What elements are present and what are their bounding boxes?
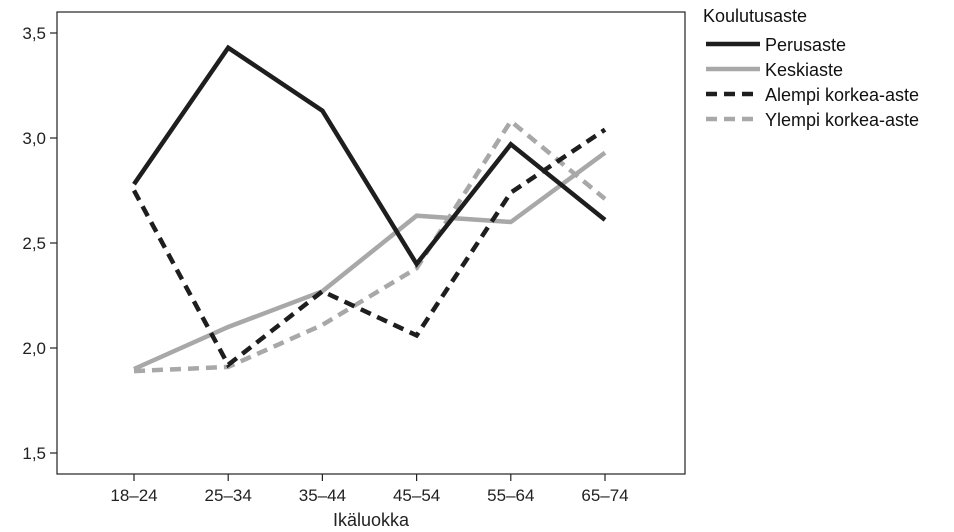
y-tick-label: 1,5 [22,444,46,463]
y-axis: 1,5 2,0 2,5 3,0 3,5 [22,24,57,463]
x-tick-label: 35–44 [299,486,346,505]
y-tick-label: 3,0 [22,129,46,148]
x-tick-label: 65–74 [581,486,628,505]
series-layer [132,44,607,374]
legend: Koulutusaste Perusaste Keskiaste Alempi ko… [703,6,919,130]
x-tick-label: 45–54 [393,486,440,505]
y-tick-label: 2,5 [22,234,46,253]
legend-entry-label: Alempi korkea-aste [765,85,919,105]
legend-title: Koulutusaste [703,6,807,26]
series-line-alempi-korkea-aste [132,127,607,369]
series-line-perusaste [132,44,607,268]
legend-entry-label: Perusaste [765,35,846,55]
x-tick-label: 25–34 [205,486,252,505]
legend-entry-label: Ylempi korkea-aste [765,110,919,130]
legend-entry-label: Keskiaste [765,60,843,80]
x-axis-title: Ikäluokka [333,510,410,530]
x-axis: 18–24 25–34 35–44 45–54 55–64 65–74 [110,474,629,505]
series-line-ylempi-korkea-aste [133,117,607,374]
x-tick-label: 18–24 [110,486,157,505]
x-tick-label: 55–64 [487,486,534,505]
y-tick-label: 2,0 [22,339,46,358]
plot-area-frame [56,11,686,475]
y-tick-label: 3,5 [22,24,46,43]
